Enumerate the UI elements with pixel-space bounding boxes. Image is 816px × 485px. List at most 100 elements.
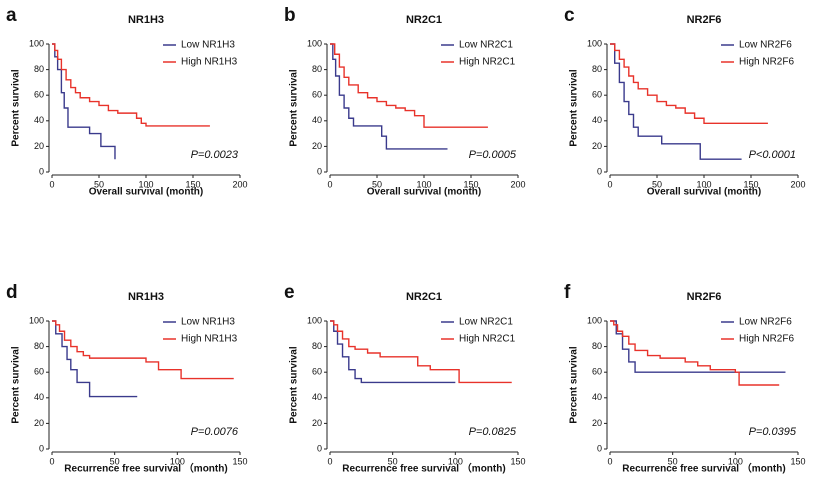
y-tick-label: 20 <box>312 418 322 428</box>
y-tick-label: 60 <box>592 367 602 377</box>
y-tick-label: 40 <box>592 392 602 402</box>
y-tick-label: 20 <box>592 418 602 428</box>
legend-label: Low NR1H3 <box>181 40 235 51</box>
y-axis-label: Percent survival <box>569 69 580 146</box>
panel: d NR1H3 Recurrence free survival （month) Pe… <box>6 282 248 475</box>
panel-label: f <box>564 282 571 303</box>
x-tick-label: 0 <box>607 456 612 466</box>
annotation: P=0.0005 <box>469 149 517 161</box>
legend-label: Low NR2F6 <box>739 317 792 328</box>
x-tick-label: 150 <box>743 179 758 189</box>
legend-label: High NR1H3 <box>181 57 238 68</box>
panel-label: c <box>564 5 575 26</box>
y-tick-label: 100 <box>29 315 44 325</box>
y-tick-label: 0 <box>597 166 602 176</box>
y-tick-label: 40 <box>312 392 322 402</box>
y-tick-label: 20 <box>34 418 44 428</box>
y-tick-label: 100 <box>587 315 602 325</box>
y-tick-label: 80 <box>34 341 44 351</box>
x-axis-label: Recurrence free survival （month) <box>342 462 505 475</box>
x-tick-label: 150 <box>232 456 247 466</box>
panel: c NR2F6 Overall survival (month) Percent su… <box>564 5 806 198</box>
y-tick-label: 20 <box>34 141 44 151</box>
panel-label: d <box>6 282 18 303</box>
chart-title: NR2C1 <box>406 14 442 26</box>
y-tick-label: 100 <box>307 38 322 48</box>
chart-title: NR1H3 <box>128 14 164 26</box>
survival-curve <box>610 320 786 373</box>
x-tick-label: 100 <box>728 456 743 466</box>
survival-curve <box>610 43 768 125</box>
y-tick-label: 40 <box>34 392 44 402</box>
y-tick-label: 80 <box>592 64 602 74</box>
x-axis-label: Recurrence free survival （month) <box>622 462 785 475</box>
panel-label: b <box>284 5 296 26</box>
x-axis-label: Overall survival (month) <box>367 187 481 198</box>
x-tick-label: 150 <box>510 456 525 466</box>
annotation: P=0.0395 <box>749 426 797 438</box>
x-tick-label: 150 <box>185 179 200 189</box>
legend-label: Low NR2C1 <box>459 317 513 328</box>
x-axis-label: Overall survival (month) <box>89 187 203 198</box>
y-tick-label: 20 <box>592 141 602 151</box>
x-axis-label: Overall survival (month) <box>647 187 761 198</box>
chart-title: NR2C1 <box>406 291 442 303</box>
x-axis-label: Recurrence free survival （month) <box>64 462 227 475</box>
y-tick-label: 60 <box>34 367 44 377</box>
legend-label: High NR2F6 <box>739 57 794 68</box>
y-tick-label: 100 <box>587 38 602 48</box>
y-tick-label: 100 <box>307 315 322 325</box>
y-axis-label: Percent survival <box>569 346 580 423</box>
y-axis-label: Percent survival <box>289 69 300 146</box>
y-tick-label: 60 <box>312 367 322 377</box>
y-tick-label: 80 <box>312 341 322 351</box>
survival-curve <box>52 320 138 398</box>
y-axis-label: Percent survival <box>11 69 22 146</box>
x-tick-label: 0 <box>327 456 332 466</box>
y-tick-label: 0 <box>39 443 44 453</box>
x-tick-label: 50 <box>652 179 662 189</box>
y-axis-label: Percent survival <box>289 346 300 423</box>
x-tick-label: 0 <box>49 456 54 466</box>
y-tick-label: 80 <box>592 341 602 351</box>
panel-label: a <box>6 5 17 26</box>
panel: a NR1H3 Overall survival (month) Percent su… <box>6 5 248 198</box>
x-tick-label: 200 <box>232 179 247 189</box>
y-tick-label: 0 <box>597 443 602 453</box>
y-tick-label: 0 <box>39 166 44 176</box>
y-tick-label: 100 <box>29 38 44 48</box>
y-tick-label: 80 <box>312 64 322 74</box>
chart-title: NR2F6 <box>687 291 722 303</box>
x-tick-label: 100 <box>170 456 185 466</box>
annotation: P=0.0023 <box>191 149 239 161</box>
survival-curve <box>610 43 742 160</box>
survival-curve <box>330 320 456 384</box>
legend-label: Low NR2F6 <box>739 40 792 51</box>
x-tick-label: 100 <box>696 179 711 189</box>
x-tick-label: 0 <box>49 179 54 189</box>
x-tick-label: 200 <box>510 179 525 189</box>
legend-label: High NR2C1 <box>459 334 516 345</box>
legend-label: Low NR1H3 <box>181 317 235 328</box>
annotation: P<0.0001 <box>749 149 796 161</box>
annotation: P=0.0076 <box>191 426 239 438</box>
panel: f NR2F6 Recurrence free survival （month) Pe… <box>564 282 806 475</box>
x-tick-label: 150 <box>790 456 805 466</box>
y-tick-label: 0 <box>317 443 322 453</box>
panel: e NR2C1 Recurrence free survival （month) Pe… <box>284 282 526 475</box>
x-tick-label: 50 <box>94 179 104 189</box>
chart-title: NR2F6 <box>687 14 722 26</box>
y-tick-label: 60 <box>312 90 322 100</box>
legend-label: High NR1H3 <box>181 334 238 345</box>
legend-label: Low NR2C1 <box>459 40 513 51</box>
y-tick-label: 40 <box>312 115 322 125</box>
survival-curve <box>330 43 448 150</box>
annotation: P=0.0825 <box>469 426 517 438</box>
x-tick-label: 50 <box>372 179 382 189</box>
legend-label: High NR2F6 <box>739 334 794 345</box>
x-tick-label: 50 <box>668 456 678 466</box>
x-tick-label: 100 <box>448 456 463 466</box>
y-tick-label: 80 <box>34 64 44 74</box>
x-tick-label: 150 <box>463 179 478 189</box>
